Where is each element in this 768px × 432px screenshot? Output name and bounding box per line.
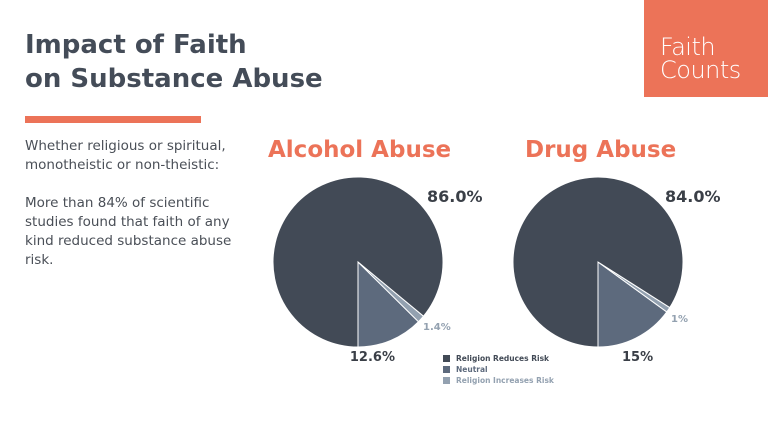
logo-line-1: Faith: [660, 33, 716, 61]
data-label-neutral: 12.6%: [350, 350, 395, 365]
title-underline: [25, 116, 201, 123]
faith-counts-logo: Faith Counts: [644, 0, 768, 97]
legend-label-increases: Religion Increases Risk: [456, 376, 554, 385]
logo-line-2: Counts: [660, 56, 741, 84]
data-label-neutral: 15%: [622, 350, 653, 365]
chart-title-alcohol-abuse: Alcohol Abuse: [268, 137, 452, 163]
legend-swatch-reduces: [443, 355, 450, 362]
legend-label-neutral: Neutral: [456, 365, 488, 374]
chart-title-drug-abuse: Drug Abuse: [525, 137, 677, 163]
page-title: Impact of Faith on Substance Abuse: [25, 28, 323, 96]
pie-slice-neutral: [357, 260, 420, 348]
page-title-line-1: Impact of Faith: [25, 30, 247, 60]
data-label-religion-increases-risk: 1%: [671, 314, 688, 325]
pie-slice-religion-reduces-risk: [272, 176, 444, 348]
legend-item-increases: Religion Increases Risk: [443, 375, 554, 386]
data-label-religion-reduces-risk: 86.0%: [427, 187, 483, 206]
legend-item-neutral: Neutral: [443, 364, 554, 375]
data-label-religion-increases-risk: 1.4%: [423, 322, 451, 333]
intro-paragraph-2: More than 84% of scientific studies foun…: [25, 195, 232, 268]
pie-slice-neutral: [597, 261, 668, 348]
data-label-religion-reduces-risk: 84.0%: [665, 187, 721, 206]
pie-slice-religion-reduces-risk: [512, 176, 684, 348]
intro-paragraph-1: Whether religious or spiritual, monothei…: [25, 138, 226, 173]
chart-legend: Religion Reduces Risk Neutral Religion I…: [443, 353, 554, 386]
legend-swatch-neutral: [443, 366, 450, 373]
legend-item-reduces: Religion Reduces Risk: [443, 353, 554, 364]
intro-text: Whether religious or spiritual, monothei…: [25, 137, 240, 270]
legend-label-reduces: Religion Reduces Risk: [456, 354, 550, 363]
page-title-line-2: on Substance Abuse: [25, 64, 323, 94]
legend-swatch-increases: [443, 377, 450, 384]
